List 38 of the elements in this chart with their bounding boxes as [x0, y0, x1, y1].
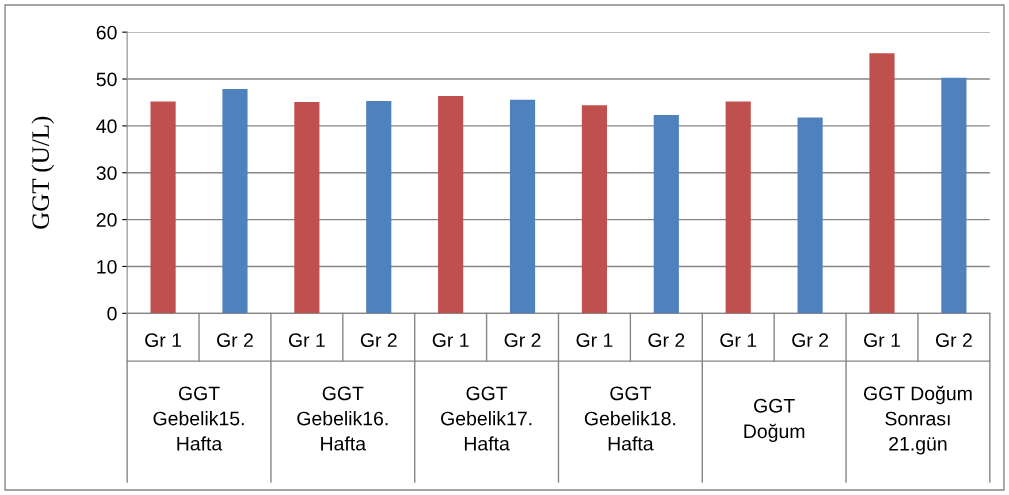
bar [797, 117, 823, 314]
y-tick-label: 50 [96, 72, 117, 87]
text: GGT Doğum [744, 398, 805, 443]
bar [941, 77, 967, 314]
y-tick-label: 30 [96, 166, 117, 180]
bar [725, 101, 751, 314]
bar [294, 102, 320, 314]
bar [150, 101, 176, 314]
bar [653, 115, 679, 314]
text: GGT Gebelik16. Hafta [297, 386, 388, 451]
y-tick-label: 10 [97, 259, 117, 274]
bar [869, 53, 895, 314]
x-tick-label: Gr 1 [432, 333, 469, 348]
text: GGT Doğum Sonrası 21.gün [863, 385, 972, 455]
y-tick-label: 60 [96, 25, 117, 40]
bar [581, 105, 608, 314]
y-tick-label: 20 [96, 213, 117, 227]
x-tick-label: Gr 2 [648, 333, 685, 348]
x-tick-label: Gr 1 [576, 333, 613, 348]
bar [509, 99, 536, 314]
y-tick-label: 0 [107, 306, 117, 321]
x-tick-label: Gr 2 [217, 333, 253, 348]
x-tick-label: Gr 1 [288, 333, 325, 348]
text: GGT Gebelik17. Hafta [441, 386, 532, 451]
bar [222, 88, 248, 314]
bar [438, 95, 464, 314]
x-tick-label: Gr 2 [792, 333, 829, 348]
y-axis-title: GGT (U/L) [31, 116, 55, 229]
y-tick-label: 40 [96, 119, 117, 134]
x-tick-label: Gr 2 [935, 333, 972, 348]
text: GGT Gebelik15. Hafta [153, 386, 244, 451]
x-tick-label: Gr 1 [145, 333, 182, 348]
x-tick-label: Gr 1 [720, 333, 757, 348]
x-tick-label: Gr 1 [864, 333, 900, 348]
x-tick-label: Gr 2 [360, 333, 397, 348]
text: GGT Gebelik18. Hafta [584, 386, 676, 451]
x-tick-label: Gr 2 [504, 333, 541, 348]
bar [366, 101, 392, 314]
